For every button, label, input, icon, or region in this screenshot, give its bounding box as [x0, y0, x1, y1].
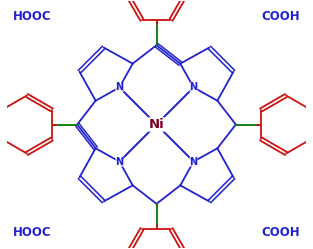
Text: COOH: COOH — [261, 226, 300, 239]
Text: HOOC: HOOC — [13, 226, 52, 239]
Text: N: N — [189, 82, 198, 92]
Text: Ni: Ni — [149, 118, 164, 131]
Text: N: N — [115, 157, 124, 167]
Text: HOOC: HOOC — [13, 10, 52, 23]
Text: COOH: COOH — [261, 10, 300, 23]
Text: N: N — [189, 157, 198, 167]
Text: N: N — [115, 82, 124, 92]
